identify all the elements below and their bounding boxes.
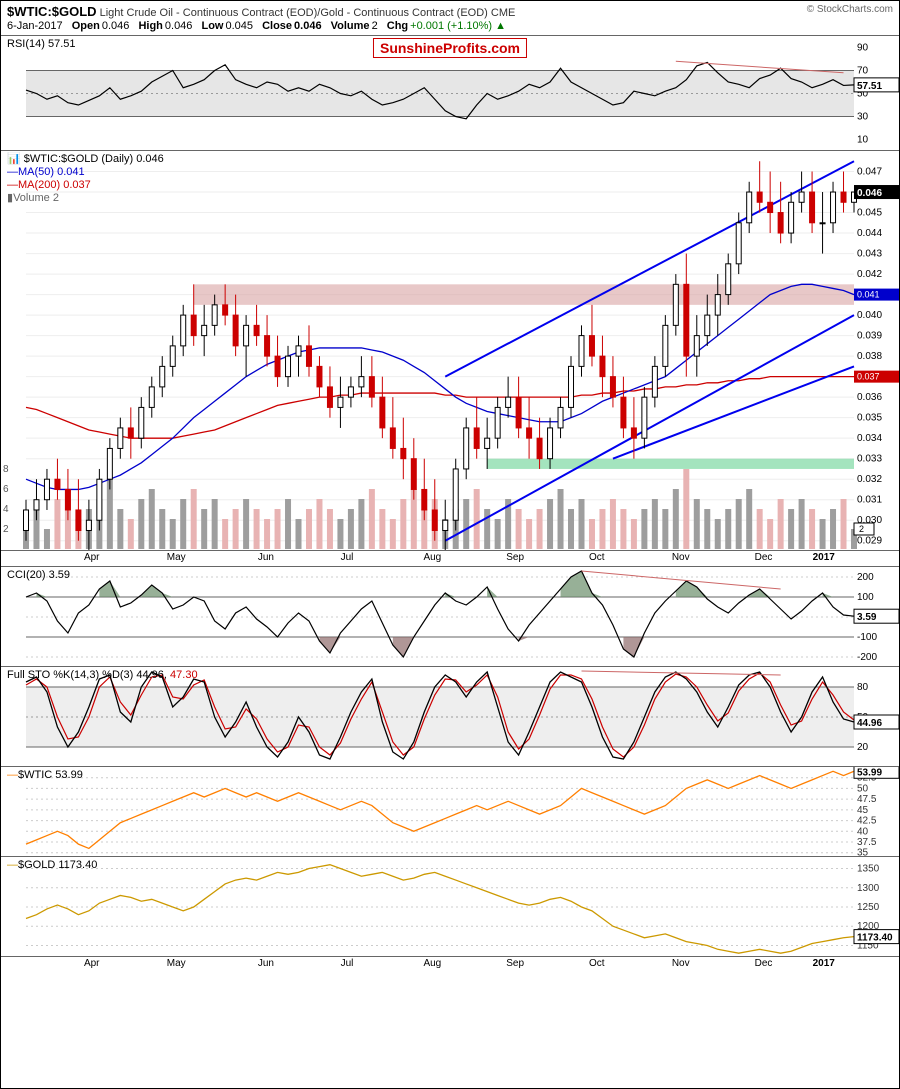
svg-text:100: 100 — [857, 592, 874, 603]
svg-text:2: 2 — [859, 524, 864, 534]
svg-text:47.5: 47.5 — [857, 794, 877, 805]
watermark-badge: SunshineProfits.com — [373, 38, 527, 58]
svg-text:4: 4 — [3, 504, 9, 515]
svg-text:0.029: 0.029 — [857, 536, 882, 547]
svg-text:200: 200 — [857, 572, 874, 583]
svg-text:2: 2 — [3, 524, 9, 535]
symbol-description: Light Crude Oil - Continuous Contract (E… — [100, 7, 488, 19]
svg-text:37.5: 37.5 — [857, 837, 877, 848]
svg-text:90: 90 — [857, 43, 869, 54]
svg-text:1350: 1350 — [857, 864, 880, 875]
svg-text:6: 6 — [3, 484, 9, 495]
svg-text:50: 50 — [857, 783, 869, 794]
svg-text:70: 70 — [857, 66, 869, 77]
svg-text:80: 80 — [857, 682, 869, 693]
xaxis-bottom: AprMayJunJulAugSepOctNovDec2017 — [1, 957, 899, 973]
xaxis: AprMayJunJulAugSepOctNovDec2017 — [1, 551, 899, 567]
svg-text:44.96: 44.96 — [857, 718, 882, 729]
svg-text:0.044: 0.044 — [857, 228, 882, 239]
ohlc-row: 6-Jan-2017 Open0.046 High0.046 Low0.045 … — [7, 20, 515, 32]
svg-text:0.040: 0.040 — [857, 310, 882, 321]
svg-text:0.039: 0.039 — [857, 331, 882, 342]
svg-text:1300: 1300 — [857, 883, 880, 894]
svg-text:57.51: 57.51 — [857, 81, 882, 92]
svg-text:0.031: 0.031 — [857, 495, 882, 506]
svg-text:0.036: 0.036 — [857, 392, 882, 403]
svg-text:-100: -100 — [857, 632, 877, 643]
svg-text:-200: -200 — [857, 652, 877, 663]
svg-text:20: 20 — [857, 742, 869, 753]
svg-text:42.5: 42.5 — [857, 816, 877, 827]
svg-text:0.041: 0.041 — [857, 290, 880, 300]
svg-text:0.033: 0.033 — [857, 454, 882, 465]
svg-text:10: 10 — [857, 135, 869, 146]
svg-text:0.034: 0.034 — [857, 433, 882, 444]
svg-text:8: 8 — [3, 464, 9, 475]
svg-text:53.99: 53.99 — [857, 767, 882, 778]
cci-panel: CCI(20) 3.59 2001000-100-2003.59 — [1, 567, 899, 667]
svg-text:0.032: 0.032 — [857, 474, 882, 485]
gold-panel: —$GOLD 1173.40 135013001250120011501173.… — [1, 857, 899, 957]
svg-text:0.038: 0.038 — [857, 351, 882, 362]
svg-text:0.035: 0.035 — [857, 413, 882, 424]
svg-text:0.042: 0.042 — [857, 269, 882, 280]
svg-text:45: 45 — [857, 805, 869, 816]
svg-text:1250: 1250 — [857, 902, 880, 913]
svg-text:30: 30 — [857, 112, 869, 123]
svg-text:0.037: 0.037 — [857, 372, 880, 382]
stochastic-panel: Full STO %K(14,3) %D(3) 44.96, 47.30 805… — [1, 667, 899, 767]
chg-arrow-icon: ▲ — [495, 20, 506, 32]
wtic-panel: —$WTIC 53.99 52.55047.54542.54037.53553.… — [1, 767, 899, 857]
chart-header: $WTIC:$GOLD Light Crude Oil - Continuous… — [1, 1, 899, 36]
exchange: CME — [491, 7, 515, 19]
svg-text:0.047: 0.047 — [857, 167, 882, 178]
svg-text:35: 35 — [857, 848, 869, 856]
svg-text:40: 40 — [857, 826, 869, 837]
rsi-panel: RSI(14) 57.51 SunshineProfits.com 907050… — [1, 36, 899, 151]
svg-text:1173.40: 1173.40 — [857, 933, 893, 944]
chart-date: 6-Jan-2017 — [7, 20, 63, 32]
symbol: $WTIC:$GOLD — [7, 4, 97, 19]
svg-text:3.59: 3.59 — [857, 612, 877, 623]
svg-text:0.046: 0.046 — [857, 188, 882, 199]
svg-text:0.043: 0.043 — [857, 249, 882, 260]
svg-text:0.045: 0.045 — [857, 208, 882, 219]
attribution: © StockCharts.com — [807, 4, 893, 15]
price-panel: 📊 $WTIC:$GOLD (Daily) 0.046 —MA(50) 0.04… — [1, 151, 899, 551]
